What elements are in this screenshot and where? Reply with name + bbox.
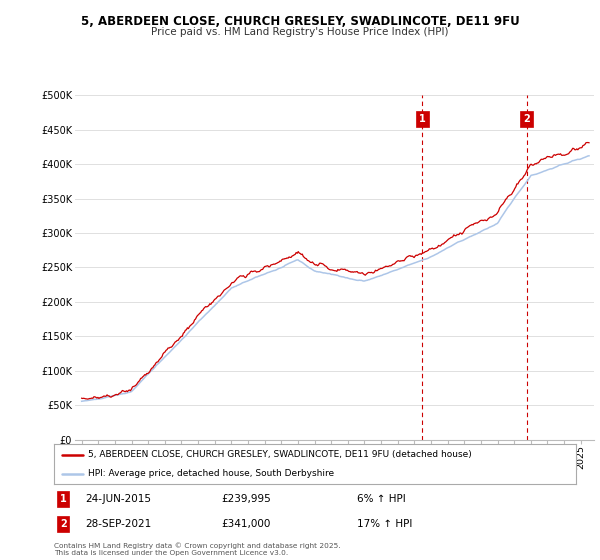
Text: Contains HM Land Registry data © Crown copyright and database right 2025.
This d: Contains HM Land Registry data © Crown c… (54, 542, 341, 556)
Text: 2: 2 (523, 114, 530, 124)
Text: 17% ↑ HPI: 17% ↑ HPI (357, 519, 412, 529)
Text: £239,995: £239,995 (221, 494, 271, 504)
Text: 28-SEP-2021: 28-SEP-2021 (85, 519, 152, 529)
Text: 5, ABERDEEN CLOSE, CHURCH GRESLEY, SWADLINCOTE, DE11 9FU (detached house): 5, ABERDEEN CLOSE, CHURCH GRESLEY, SWADL… (88, 450, 472, 459)
Text: HPI: Average price, detached house, South Derbyshire: HPI: Average price, detached house, Sout… (88, 469, 334, 478)
Text: 2: 2 (60, 519, 67, 529)
Text: 1: 1 (419, 114, 426, 124)
Text: £341,000: £341,000 (221, 519, 271, 529)
Text: 6% ↑ HPI: 6% ↑ HPI (357, 494, 406, 504)
Text: 5, ABERDEEN CLOSE, CHURCH GRESLEY, SWADLINCOTE, DE11 9FU: 5, ABERDEEN CLOSE, CHURCH GRESLEY, SWADL… (80, 15, 520, 27)
Text: 24-JUN-2015: 24-JUN-2015 (85, 494, 151, 504)
Text: Price paid vs. HM Land Registry's House Price Index (HPI): Price paid vs. HM Land Registry's House … (151, 27, 449, 37)
Text: 1: 1 (60, 494, 67, 504)
